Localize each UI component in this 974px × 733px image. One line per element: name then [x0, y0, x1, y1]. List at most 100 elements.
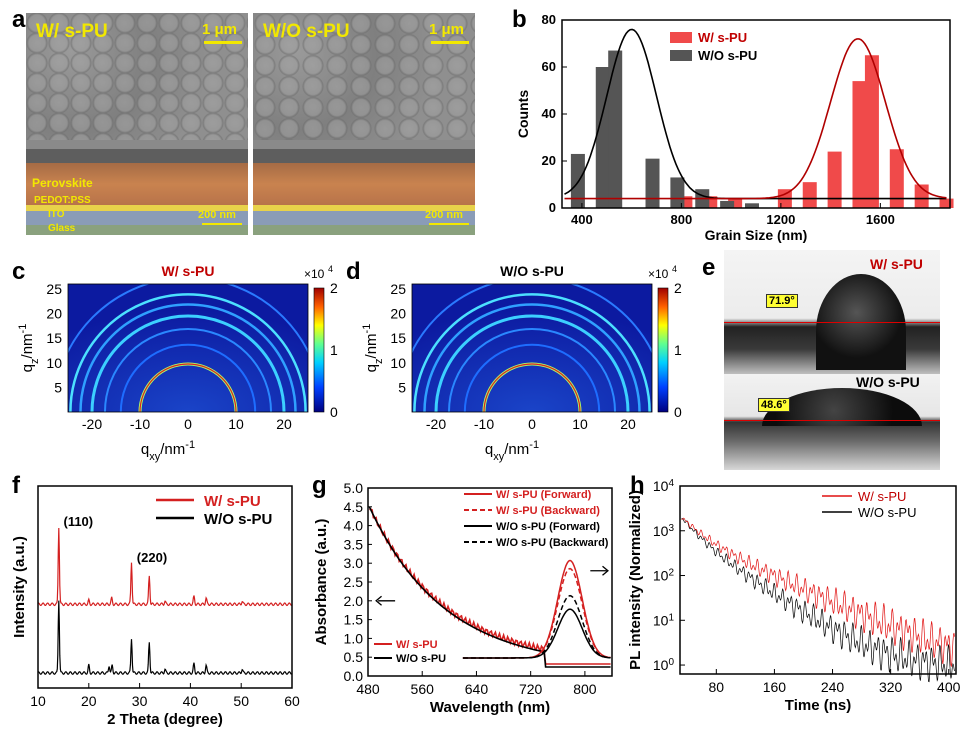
y-tick-label: 40 — [542, 106, 556, 121]
absorbance-line — [368, 506, 611, 668]
colorbar-exponent: 4 — [328, 264, 333, 274]
y-tick-label: 15 — [46, 330, 62, 346]
y-axis-label: qz/nm-1 — [361, 324, 385, 373]
y-tick-label: 60 — [542, 59, 556, 74]
x-tick-label: 20 — [620, 416, 636, 432]
tick-exponent: 0 — [668, 657, 674, 668]
tick-exponent: 1 — [668, 612, 674, 623]
diffraction-ring — [68, 284, 308, 354]
diffraction-ring — [90, 314, 286, 412]
y-tick-label: 10 — [390, 355, 406, 371]
legend-label: W/ s-PU — [698, 30, 747, 45]
tick-base: 10 — [653, 478, 669, 494]
histogram-bar — [827, 151, 842, 208]
absorbance-pl-chart: 480 560 640 720 800 0.0 0.5 1.0 1.5 2.0 2.5 3.0 3.5 4… — [313, 480, 613, 716]
y-tick-label: 102 — [653, 567, 675, 584]
x-tick-label: 40 — [183, 693, 199, 709]
map-background — [412, 284, 652, 412]
histogram-bar — [939, 198, 954, 208]
histogram-bar — [703, 196, 718, 208]
y-axis-label: Intensity (a.u.) — [11, 536, 28, 638]
scale-bar — [429, 223, 469, 225]
sem-right-scale-bottom: 200 nm — [425, 209, 463, 221]
plot-frame — [679, 485, 957, 675]
diffraction-ring — [447, 328, 617, 412]
diffraction-ring — [103, 328, 273, 412]
absorbance-line — [369, 508, 611, 665]
x-tick-label: 10 — [228, 416, 244, 432]
scale-bar — [204, 41, 242, 44]
contact-angle-top-title: W/ s-PU — [870, 256, 923, 272]
trpl-line — [681, 517, 955, 683]
axis-label-part: z — [29, 358, 41, 364]
diffraction-ring — [413, 293, 651, 412]
histogram-bar — [678, 196, 693, 208]
legend-label: W/ s-PU (Backward) — [496, 505, 600, 517]
arrow-right — [590, 565, 609, 576]
y-tick-label: 1.5 — [344, 612, 364, 628]
colorbar-tick-label: 2 — [674, 280, 682, 296]
contact-angle-photo-without-spu: 48.6° W/O s-PU — [724, 374, 940, 470]
y-tick-label: 0 — [549, 200, 556, 215]
y-tick-label: 20 — [46, 306, 62, 322]
histogram-bar — [595, 67, 610, 208]
histogram-bar — [670, 177, 685, 208]
y-tick-label: 100 — [653, 657, 675, 674]
legend-label: W/O s-PU (Forward) — [496, 521, 600, 533]
x-tick-label: 240 — [821, 679, 845, 695]
y-axis-label: Absorbance (a.u.) — [313, 519, 330, 646]
xrd-chart: 10 20 30 40 50 60 2 Theta (degree) Intensity (a… — [11, 485, 300, 728]
x-axis-label: 2 Theta (degree) — [107, 711, 223, 728]
x-tick-label: 800 — [671, 212, 693, 227]
x-tick-label: 10 — [30, 693, 46, 709]
layer-ito-label: ITO — [48, 209, 65, 220]
axis-label-part: -1 — [529, 439, 539, 451]
x-tick-label: 1200 — [766, 212, 795, 227]
y-tick-label: 101 — [653, 612, 675, 629]
axis-label-part: xy — [149, 451, 161, 463]
colorbar-multiplier: ×10 — [304, 267, 325, 281]
pl-line — [462, 594, 611, 659]
axis-label-part: -1 — [361, 324, 373, 334]
x-tick-label: 30 — [132, 693, 148, 709]
panel-label-e: e — [702, 254, 716, 281]
tick-exponent: 4 — [668, 478, 674, 489]
rings — [68, 284, 308, 412]
legend-label: W/O s-PU — [396, 653, 446, 665]
contact-angle-value: 71.9° — [766, 294, 798, 308]
legend-swatch — [670, 50, 692, 61]
integration-arc — [139, 363, 237, 412]
plot-frame — [37, 485, 293, 689]
colorbar-tick-label: 0 — [674, 404, 682, 420]
y-tick-label: 4.0 — [344, 518, 364, 534]
legend-swatch — [670, 32, 692, 43]
x-tick-label: 20 — [276, 416, 292, 432]
axis-label-part: q — [19, 364, 36, 372]
tick-exponent: 2 — [668, 567, 674, 578]
x-tick-label: 0 — [528, 416, 536, 432]
xrd-line — [37, 600, 292, 676]
gixd-title: W/O s-PU — [500, 263, 564, 279]
y-tick-label: 25 — [390, 281, 406, 297]
x-tick-label: -10 — [474, 416, 494, 432]
histogram-bar — [608, 50, 623, 208]
sem-right-title: W/O s-PU — [263, 21, 350, 42]
x-tick-label: 20 — [81, 693, 97, 709]
legend-label: W/O s-PU — [204, 511, 272, 528]
y-tick-label: 5.0 — [344, 480, 364, 496]
histogram-bar — [864, 55, 879, 208]
x-tick-label: -20 — [82, 416, 102, 432]
y-tick-label: 5 — [54, 379, 62, 395]
peak-annotation: (110) — [63, 514, 93, 529]
x-tick-label: -20 — [426, 416, 446, 432]
axis-label-part: q — [141, 441, 149, 458]
colorbar-multiplier: ×10 — [648, 267, 669, 281]
y-axis-label: Counts — [515, 90, 531, 138]
plot-frame — [411, 283, 653, 413]
y-tick-label: 25 — [46, 281, 62, 297]
axis-label-part: q — [485, 441, 493, 458]
layer-perovskite-label: Perovskite — [32, 176, 93, 190]
sem-left-title: W/ s-PU — [36, 21, 108, 42]
